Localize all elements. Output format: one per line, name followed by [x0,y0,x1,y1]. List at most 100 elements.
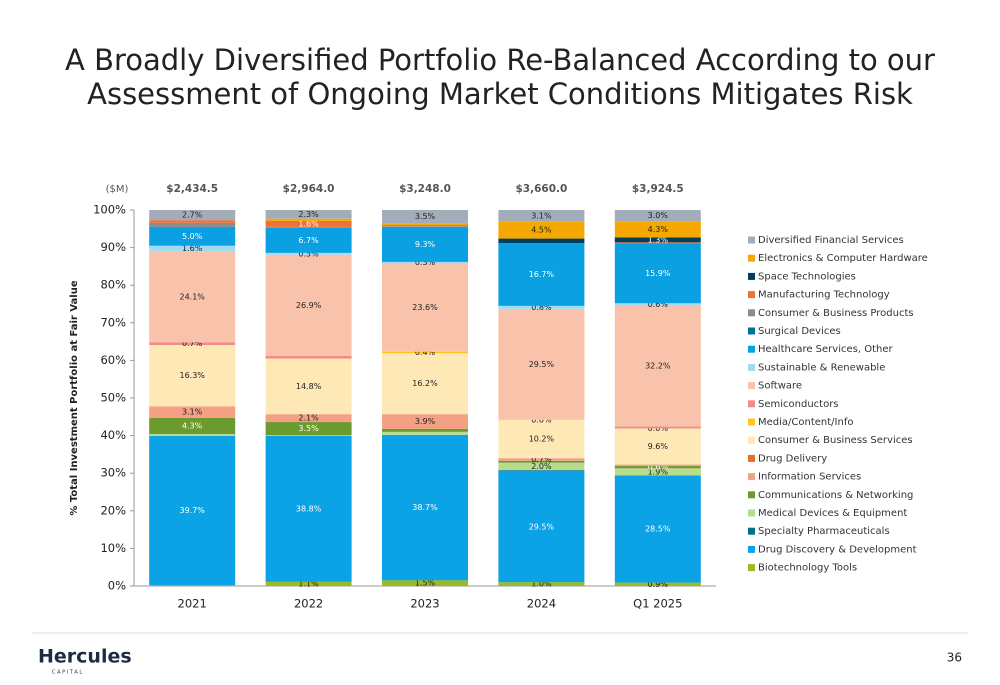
segment-label: 16.3% [179,371,205,380]
bar-segment [498,308,585,420]
segment-label: 1.5% [415,579,436,588]
bar-segment [382,226,468,262]
segment-label: 3.5% [415,212,436,221]
legend-swatch [748,272,755,280]
legend-label: Communications & Networking [758,490,913,501]
bar-segment [382,353,468,415]
segment-label: 0.9% [648,580,669,589]
bar-segment [614,582,701,586]
legend-label: Healthcare Services, Other [758,344,893,355]
legend-label: Specialty Pharmaceuticals [758,526,890,537]
bar-segment [382,263,468,352]
bar-segment [382,414,468,429]
legend-label: Medical Devices & Equipment [758,508,907,519]
legend-label: Information Services [758,472,861,483]
bar-segment [149,434,236,436]
segment-label: 2.3% [298,210,319,219]
segment-label: 15.9% [645,269,671,278]
bar-segment [265,210,352,219]
legend-label: Software [758,381,802,392]
bar-segment [382,580,468,586]
segment-label: 38.7% [412,503,438,512]
segment-label: 4.5% [531,226,552,235]
x-tick-label: 2023 [410,597,439,611]
y-tick-label: 40% [100,428,126,442]
legend-swatch [748,363,755,371]
y-tick-label: 80% [100,278,126,292]
legend-swatch [748,564,755,572]
bar-segment [382,351,468,354]
bar-segment [149,435,236,586]
legend-swatch [748,400,755,408]
segment-label: 1.9% [648,467,669,476]
bar-segment [265,254,352,356]
segment-label: 0.5% [298,249,319,258]
y-tick-label: 90% [100,240,126,254]
segment-label: 0.8% [531,303,552,312]
total-label: $3,924.5 [632,183,684,195]
bar-segment [614,466,701,469]
logo-sub: C A P I T A L [52,670,82,676]
legend-label: Biotechnology Tools [758,563,857,574]
bar-segment [614,242,701,244]
segment-label: 3.0% [648,211,669,220]
segment-label: 10.2% [529,434,555,443]
legend-swatch [748,236,755,244]
y-tick-label: 50% [100,391,126,405]
segment-label: 9.3% [415,240,436,249]
legend-label: Electronics & Computer Hardware [758,253,928,264]
bar-segment [149,585,236,586]
bar-segment [265,252,352,255]
segment-label: 38.8% [296,504,322,513]
segment-label: 9.6% [648,442,669,451]
total-label: $3,248.0 [399,183,451,195]
bar-segment [149,210,236,221]
y-axis-label: % Total Investment Portfolio at Fair Val… [69,280,80,515]
segment-label: 4.3% [648,225,669,234]
bar-segment [498,462,585,471]
bar-segment [614,426,701,429]
segment-label: 3.1% [531,211,552,220]
segment-label: 0.6% [648,300,669,309]
logo: Hercules [38,646,132,668]
x-tick-label: 2021 [178,597,207,611]
segment-label: 23.6% [412,303,438,312]
segment-label: 6.7% [298,236,319,245]
segment-label: 24.1% [179,293,205,302]
bar-segment [265,435,352,436]
bar-segment [614,221,701,238]
legend-swatch [748,382,755,390]
title-line: A Broadly Diversified Portfolio Re-Balan… [65,43,935,77]
segment-label: 0.7% [531,455,552,464]
bar-segment [265,414,352,423]
legend-label: Space Technologies [758,271,856,282]
bar-segment [614,303,701,306]
bar-segment [382,226,468,227]
bar-segment [149,406,236,418]
bar-segment [265,435,352,582]
legend-swatch [748,491,755,499]
segment-label: 1.0% [531,580,552,589]
bar-segment [265,358,352,415]
bar-segment [382,223,468,226]
legend-label: Semiconductors [758,399,839,410]
segment-label: 16.7% [529,270,555,279]
bar-segment [498,305,585,309]
bar-segment [614,210,701,222]
segment-label: 16.2% [412,379,438,388]
bar-segment [149,251,236,343]
bar-segment [498,471,585,583]
total-label: $3,660.0 [515,183,567,195]
segment-label: 0.4% [415,348,436,357]
legend-swatch [748,509,755,517]
x-tick-label: 2024 [527,597,556,611]
y-tick-label: 20% [100,503,126,517]
bar-segment [498,419,585,459]
segment-label: 5.0% [182,232,203,241]
legend-swatch [748,291,755,299]
legend-label: Consumer & Business Products [758,308,914,319]
segment-label: 0.6% [648,463,669,472]
segment-label: 28.5% [645,525,671,534]
legend-swatch [748,418,755,426]
